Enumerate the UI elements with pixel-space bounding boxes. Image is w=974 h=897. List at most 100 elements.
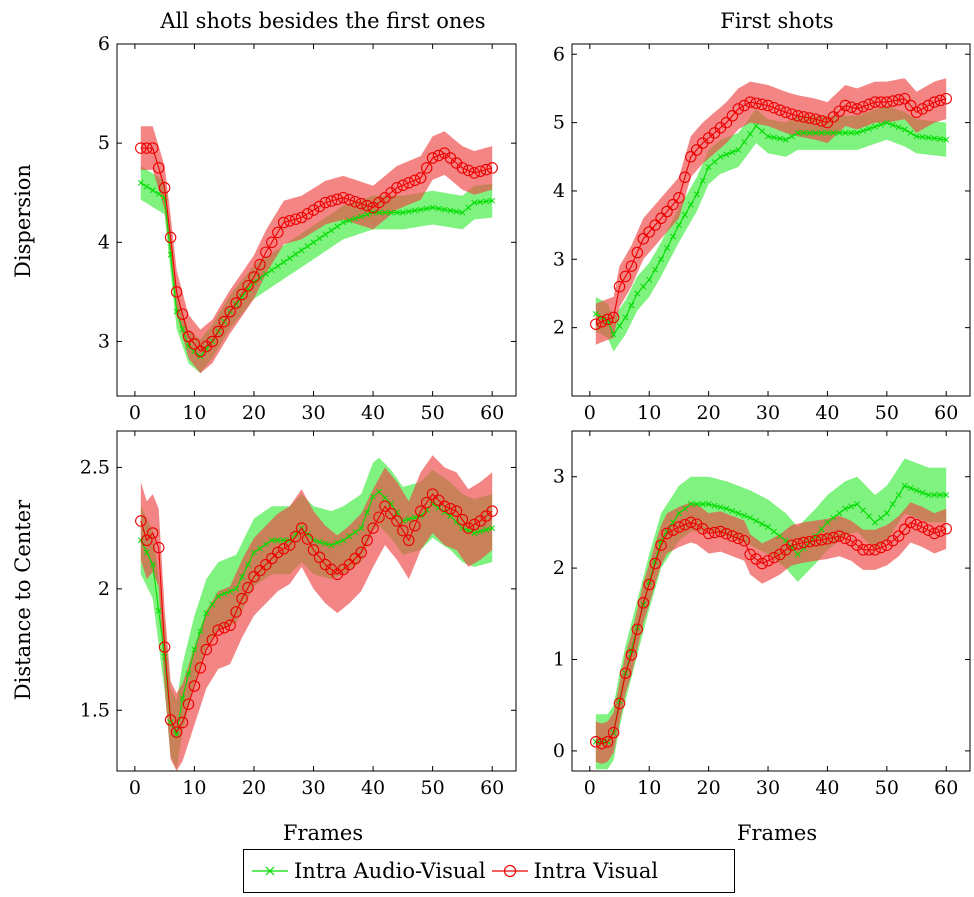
- marker-circle: [176, 716, 189, 729]
- legend-marker-x-icon: [252, 866, 288, 876]
- x-tick-label: 40: [361, 777, 385, 799]
- marker-circle: [170, 286, 183, 298]
- marker-circle: [379, 500, 391, 513]
- marker-circle: [750, 553, 762, 565]
- marker-circle: [637, 597, 650, 609]
- marker-circle: [667, 524, 679, 536]
- marker-circle: [922, 524, 935, 536]
- row-label-bottom: Distance to Center: [11, 499, 35, 700]
- marker-circle: [601, 736, 614, 748]
- marker-circle: [797, 536, 810, 549]
- marker-circle: [803, 112, 816, 124]
- marker-circle: [248, 570, 260, 583]
- x-tick-label: 50: [421, 777, 445, 799]
- x-tick-label: 40: [361, 402, 385, 424]
- marker-circle: [164, 231, 177, 244]
- band-audio-visual: [595, 105, 947, 352]
- marker-circle: [200, 643, 213, 656]
- x-tick-label: 40: [815, 777, 839, 799]
- marker-circle: [649, 219, 661, 231]
- marker-circle: [403, 534, 415, 547]
- marker-circle: [887, 95, 899, 107]
- marker-circle: [176, 308, 189, 320]
- panel-dispersion-other-shots: 0 10 20 30 40 50 60 3 4 5 6: [98, 33, 517, 424]
- marker-circle: [631, 623, 644, 636]
- series-visual-line: [595, 521, 947, 745]
- marker-circle: [809, 113, 822, 125]
- marker-circle: [619, 667, 632, 679]
- marker-circle: [272, 226, 284, 239]
- panel-dispersion-first-shots: 0 10 20 30 40 50 60 2 3 4 5 6: [553, 43, 971, 424]
- marker-circle: [720, 116, 733, 129]
- series-audio-visual-line: [595, 122, 947, 336]
- y-tick-label: 2: [98, 578, 110, 600]
- marker-circle: [158, 182, 171, 194]
- marker-circle: [904, 99, 917, 112]
- marker-circle: [236, 592, 248, 605]
- legend-label-audio-visual: Intra Audio-Visual: [294, 859, 486, 883]
- marker-circle: [236, 288, 248, 301]
- series-visual-line: [140, 493, 493, 734]
- y-tick-label: 5: [98, 132, 110, 154]
- marker-circle: [242, 581, 254, 594]
- series-visual-line: [140, 147, 493, 353]
- marker-circle: [702, 527, 715, 540]
- x-axis-label-right: Frames: [737, 821, 817, 845]
- marker-circle: [738, 534, 751, 547]
- series-audio-visual-line: [140, 490, 493, 737]
- marker-circle: [780, 106, 792, 119]
- marker-circle: [786, 108, 798, 120]
- x-tick-label: 0: [584, 777, 596, 799]
- marker-circle: [391, 515, 403, 527]
- x-tick-label: 20: [242, 402, 266, 424]
- marker-circle: [910, 106, 923, 119]
- y-tick-label: 3: [98, 330, 110, 352]
- marker-circle: [875, 541, 887, 554]
- marker-circle: [289, 530, 302, 543]
- marker-circle: [456, 513, 469, 526]
- x-tick-label: 60: [480, 777, 504, 799]
- marker-circle: [194, 662, 207, 674]
- marker-circle: [655, 539, 667, 551]
- marker-circle: [607, 726, 620, 739]
- marker-circle: [595, 316, 608, 328]
- marker-circle: [595, 737, 608, 750]
- marker-circle: [619, 270, 632, 283]
- marker-circle: [827, 531, 840, 544]
- marker-circle: [791, 110, 804, 122]
- marker-circle: [821, 533, 834, 545]
- marker-x: [592, 311, 599, 317]
- marker-circle: [319, 196, 332, 209]
- marker-circle: [414, 172, 427, 184]
- marker-circle: [349, 552, 361, 565]
- marker-circle: [367, 522, 379, 534]
- y-tick-label: 4: [553, 180, 565, 202]
- marker-circle: [934, 525, 947, 537]
- marker-x: [943, 136, 950, 143]
- x-tick-label: 50: [875, 402, 899, 424]
- marker-circle: [385, 507, 397, 520]
- marker-circle: [242, 279, 254, 292]
- marker-circle: [815, 534, 828, 546]
- marker-circle: [409, 519, 421, 532]
- marker-circle: [839, 99, 852, 112]
- marker-circle: [809, 534, 822, 547]
- marker-circle: [444, 502, 457, 515]
- marker-circle: [898, 92, 911, 105]
- marker-circle: [679, 171, 691, 184]
- marker-circle: [637, 233, 650, 245]
- panel-distance-other-shots: 0 10 20 30 40 50 60 1.5 2 2.5: [80, 430, 517, 799]
- x-tick-label: 30: [756, 402, 780, 424]
- marker-circle: [797, 111, 810, 123]
- marker-circle: [916, 521, 929, 533]
- marker-circle: [206, 335, 219, 348]
- band-visual: [140, 455, 493, 771]
- marker-circle: [845, 534, 857, 547]
- marker-circle: [661, 205, 673, 218]
- marker-circle: [313, 200, 326, 213]
- marker-circle: [732, 532, 745, 545]
- column-title-left: All shots besides the first ones: [159, 9, 485, 33]
- marker-circle: [146, 527, 159, 539]
- marker-circle: [212, 624, 224, 636]
- marker-circle: [480, 163, 492, 176]
